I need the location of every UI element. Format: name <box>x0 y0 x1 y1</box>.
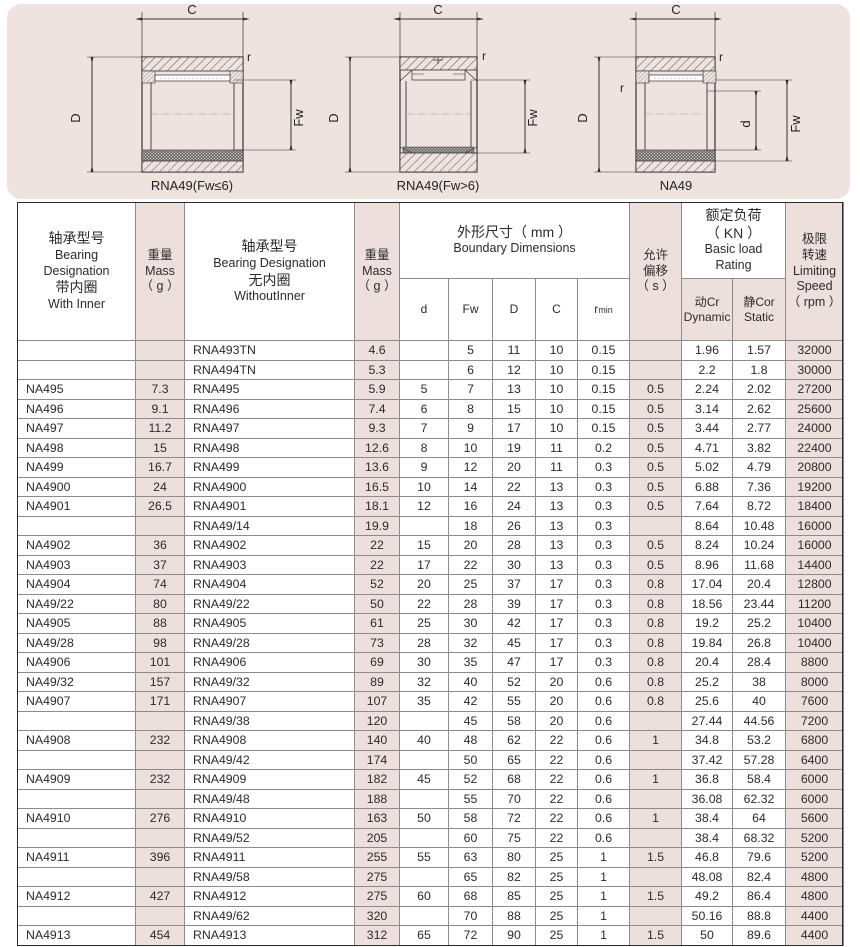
svg-text:NA49: NA49 <box>660 178 693 193</box>
svg-text:Fw: Fw <box>291 109 306 127</box>
svg-text:Fw: Fw <box>525 109 540 127</box>
svg-text:d: d <box>738 120 753 127</box>
svg-text:C: C <box>433 4 442 17</box>
svg-text:D: D <box>326 113 341 122</box>
svg-text:r: r <box>620 81 624 95</box>
svg-text:RNA49(Fw≤6): RNA49(Fw≤6) <box>151 178 233 193</box>
svg-text:D: D <box>575 113 590 122</box>
svg-text:D: D <box>68 113 83 122</box>
svg-text:C: C <box>187 4 196 17</box>
svg-text:RNA49(Fw>6): RNA49(Fw>6) <box>397 178 480 193</box>
svg-text:r: r <box>719 50 723 64</box>
svg-text:r: r <box>247 50 251 64</box>
svg-text:r: r <box>482 49 486 63</box>
svg-text:C: C <box>671 4 680 17</box>
svg-text:Fw: Fw <box>788 115 803 133</box>
